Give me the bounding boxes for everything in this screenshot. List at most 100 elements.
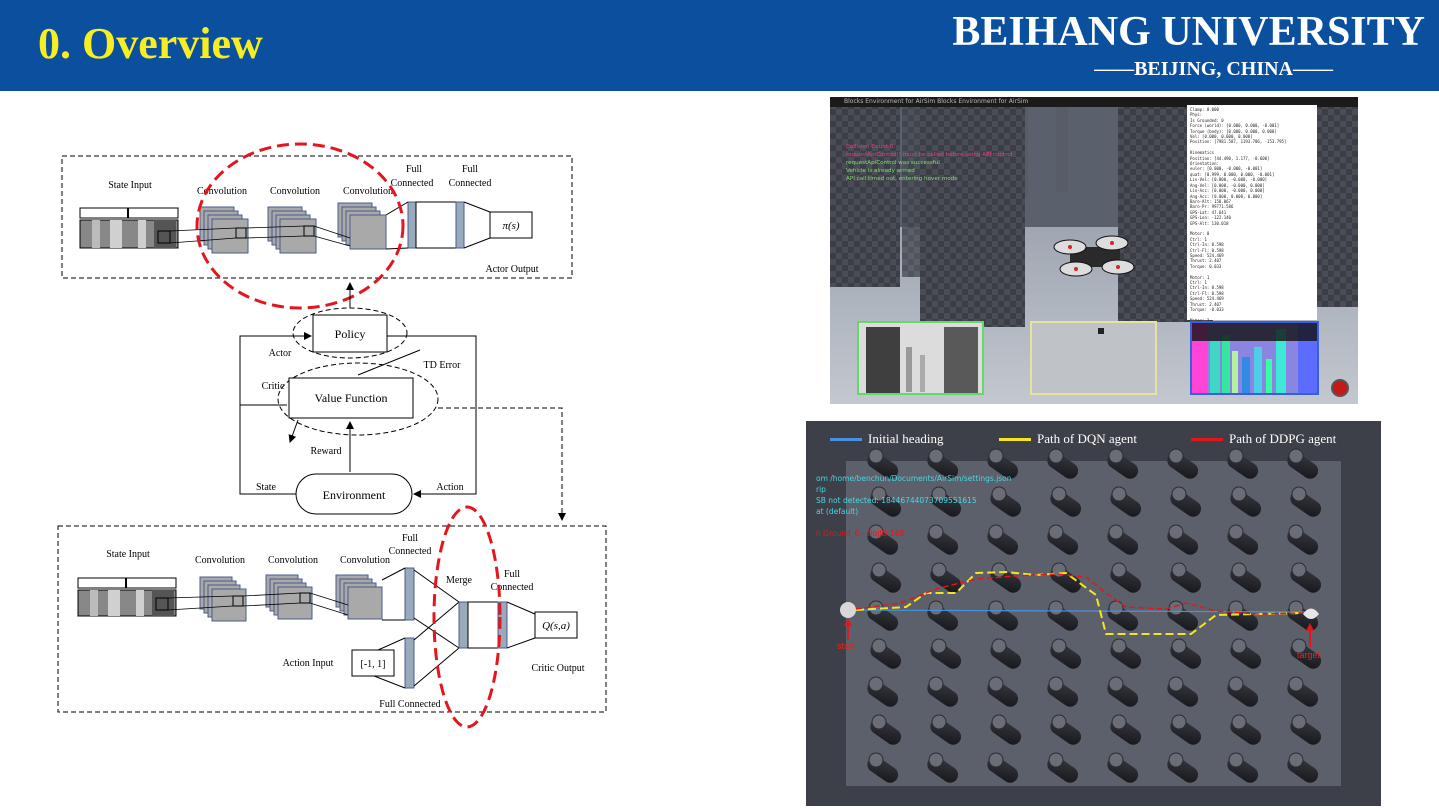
stats-line: Vel: [0.000, 0.000, 0.000] bbox=[1190, 134, 1253, 140]
reward-label: Reward bbox=[310, 446, 341, 457]
pillar-top bbox=[1288, 448, 1304, 464]
value-function-label: Value Function bbox=[315, 391, 388, 405]
critic-conv2-label: Convolution bbox=[268, 555, 318, 566]
stats-line: Ang-Vel: [0.000, -0.000, 0.000] bbox=[1190, 182, 1265, 188]
pillar-top bbox=[1168, 676, 1184, 692]
pillar-top bbox=[931, 486, 947, 502]
pillar-top bbox=[1291, 638, 1307, 654]
critic-merge-highlight bbox=[432, 505, 502, 729]
critic-action-input-label: Action Input bbox=[283, 658, 334, 669]
pillar-top bbox=[1108, 600, 1124, 616]
pillar-top bbox=[1111, 486, 1127, 502]
actor-output-label: Actor Output bbox=[485, 264, 538, 275]
stats-line: quat: [0.999, 0.000, 0.000, -0.001] bbox=[1190, 171, 1275, 177]
pillar-top bbox=[988, 448, 1004, 464]
policy-box bbox=[312, 314, 388, 353]
pillar-top bbox=[1111, 638, 1127, 654]
maze-path-screenshot: Initial heading Path of DQN agent Path o… bbox=[806, 421, 1381, 806]
university-name: BEIHANG UNIVERSITY bbox=[952, 9, 1425, 55]
depth-camera-view bbox=[857, 321, 984, 395]
drone-icon bbox=[1053, 235, 1135, 277]
td-error-label: TD Error bbox=[424, 360, 462, 371]
actor-conv2-label: Convolution bbox=[270, 186, 320, 197]
policy-label: Policy bbox=[335, 327, 366, 341]
console-line: at (default) bbox=[816, 507, 859, 516]
initial-heading-line bbox=[849, 609, 1312, 613]
stats-line: Phys: bbox=[1190, 112, 1203, 118]
legend-ddpg-path: Path of DDPG agent bbox=[1191, 431, 1336, 447]
stats-line: Ctrl-In: 0.598 bbox=[1190, 242, 1224, 248]
pillar-top bbox=[1228, 448, 1244, 464]
sim-log-line: Vehicle is already armed bbox=[846, 168, 915, 174]
pillar-top bbox=[928, 448, 944, 464]
pillar-top bbox=[1228, 676, 1244, 692]
stats-line: Lin-Vel: [0.000, -0.000, -0.000] bbox=[1190, 177, 1268, 183]
pillar-top bbox=[1291, 562, 1307, 578]
stats-line: Speed: 524.469 bbox=[1190, 252, 1224, 258]
critic-output-label: Critic Output bbox=[531, 663, 584, 674]
pillar-top bbox=[1048, 752, 1064, 768]
stats-line: Motor: 0 bbox=[1190, 231, 1210, 237]
pillar-top bbox=[1048, 524, 1064, 540]
actor-label: Actor bbox=[269, 348, 292, 359]
critic-network-frame bbox=[57, 525, 607, 713]
record-button-icon bbox=[1331, 379, 1349, 397]
sim-log: Collision Count 0 requestApiControl() mus… bbox=[846, 143, 1012, 183]
pillar-top bbox=[871, 714, 887, 730]
critic-action-range: [-1, 1] bbox=[361, 659, 386, 670]
actor-output-symbol: π(s) bbox=[502, 220, 519, 232]
stats-line: Lin-Acc: [0.000, -0.000, 0.000] bbox=[1190, 188, 1265, 194]
pillar-top bbox=[928, 752, 944, 768]
pillar-top bbox=[988, 600, 1004, 616]
pillar-top bbox=[1111, 714, 1127, 730]
actor-state-input-label: State Input bbox=[108, 180, 152, 191]
pillar-top bbox=[868, 524, 884, 540]
pillar-top bbox=[1171, 562, 1187, 578]
critic-output-symbol: Q(s,a) bbox=[542, 620, 570, 632]
critic-label: Critic bbox=[262, 381, 285, 392]
actor-fc-layers bbox=[385, 201, 491, 250]
pillar-top bbox=[1291, 486, 1307, 502]
pillar-top bbox=[1048, 448, 1064, 464]
critic-conv1-stack bbox=[199, 576, 247, 622]
pillar-top bbox=[1291, 714, 1307, 730]
stats-line: Torque: 0.033 bbox=[1190, 263, 1222, 269]
stats-line: Torque: -0.033 bbox=[1190, 307, 1224, 313]
start-marker-icon bbox=[840, 602, 856, 618]
pillar-top bbox=[1231, 486, 1247, 502]
pillar-top bbox=[1171, 638, 1187, 654]
pillar-top bbox=[1231, 638, 1247, 654]
airsim-blocks-screenshot: Blocks Environment for AirSim Blocks Env… bbox=[830, 97, 1358, 404]
stats-line: Force (world): [0.000, 0.000, -0.001] bbox=[1190, 123, 1280, 129]
critic-merge-label: Merge bbox=[446, 575, 472, 586]
actor-critic-diagram: State Input Convolution Convolution Conv… bbox=[57, 142, 607, 729]
target-label: target bbox=[1297, 650, 1321, 660]
pillar-top bbox=[1171, 714, 1187, 730]
pillar-top bbox=[1051, 486, 1067, 502]
pillar-top bbox=[991, 486, 1007, 502]
critic-fc1-label-2: Connected bbox=[389, 546, 432, 557]
console-line: SB not detected: 18446744073709551615 bbox=[816, 496, 977, 505]
critic-conv3-label: Convolution bbox=[340, 555, 390, 566]
sim-log-line: requestApiControl() must be called befor… bbox=[846, 152, 1013, 158]
pillar-top bbox=[1108, 524, 1124, 540]
actor-conv1-label: Convolution bbox=[197, 186, 247, 197]
university-location: ——BEIJING, CHINA—— bbox=[1094, 58, 1333, 80]
stats-line: Thrust: 2.407 bbox=[1190, 258, 1222, 264]
pillar-grid bbox=[867, 448, 1322, 783]
actor-fc2-label-1: Full bbox=[462, 164, 478, 175]
pillar-top bbox=[991, 638, 1007, 654]
pillar-top bbox=[1168, 524, 1184, 540]
pillar-top bbox=[1108, 448, 1124, 464]
actor-conv-highlight bbox=[195, 142, 405, 310]
stats-line: GPS-Lon: -122.140 bbox=[1190, 215, 1231, 221]
pillar-top bbox=[988, 524, 1004, 540]
pillar-top bbox=[868, 752, 884, 768]
actor-fc1-label-1: Full bbox=[406, 164, 422, 175]
critic-state-input-label: State Input bbox=[106, 549, 150, 560]
stats-line: GPS-Alt: 130.018 bbox=[1190, 220, 1229, 226]
state-label: State bbox=[256, 482, 277, 493]
sim-log-line: API call timed out, entering hover mode bbox=[846, 176, 958, 182]
console-line: rip bbox=[816, 485, 826, 494]
sim-stats-panel: Clamp: 0.000 Phys: Is Grounded: 0 Force (wo… bbox=[1187, 105, 1317, 320]
